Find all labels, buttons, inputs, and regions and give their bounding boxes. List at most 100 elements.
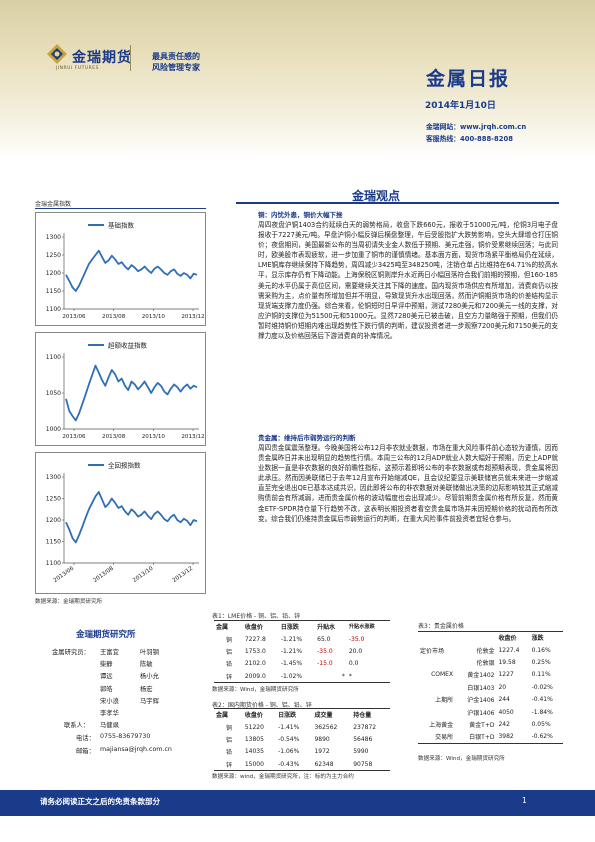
table-row: 上海黄金 黄金T+D 242 0.05% — [418, 718, 563, 730]
series-line — [65, 249, 198, 292]
table-cell: 0.11% — [531, 671, 551, 679]
table-row: 铅 14035 -1.06% 1972 5990 — [214, 746, 390, 758]
y-tick-label: 1050 — [46, 390, 61, 397]
phone-label: 电话： — [76, 735, 95, 742]
table-cell: 19.58 — [498, 658, 516, 666]
researcher-name: 杨小允 — [140, 673, 159, 681]
table-cell: 上期所 — [435, 697, 454, 705]
slogan-line1: 最具责任感的 — [152, 52, 200, 61]
table-cell: 237872 — [353, 723, 377, 731]
table-cell: -0.43% — [278, 760, 300, 768]
table-cell: 铅 — [226, 749, 233, 757]
table-cell: -1.21% — [280, 647, 303, 655]
table-lme-prices: 金属 收盘价 日涨跌 升贴水 升贴水涨跌 铜 7227.8 -1.21% 65.… — [214, 620, 390, 683]
researchers-label: 金属研究员： — [52, 649, 90, 656]
table-cell: 51220 — [244, 723, 264, 731]
x-tick-label: 2013/12 — [181, 434, 204, 440]
table-cell: 黄金1402 — [467, 672, 495, 680]
table-cell: 362562 — [314, 723, 338, 731]
table-cell: 9890 — [314, 735, 330, 743]
table-cell: 62348 — [314, 760, 334, 768]
table-cell: 铝 — [226, 648, 233, 656]
table-row: COMEX 黄金1402 1227 0.11% — [418, 669, 563, 681]
table-cell: 定价市场 — [420, 647, 445, 655]
table-header: 升贴水涨跌 — [348, 624, 375, 631]
x-tick-label: 2013/06 — [53, 565, 76, 583]
table-cell — [418, 656, 455, 668]
table-cell: 锌 — [226, 673, 233, 681]
report-title: 金属日报 — [426, 68, 511, 90]
table-cell: 1227.4 — [498, 646, 520, 654]
table-header-row: 收盘价 涨跌 — [418, 631, 563, 644]
table-cell: 4050 — [498, 708, 514, 716]
table-header: 金属 — [216, 624, 229, 632]
y-tick-label: 1100 — [46, 306, 61, 313]
table-cell: 2009.0 — [244, 672, 266, 680]
base-index-plot: 基础指数 1100 1150 1200 1250 1300 2013/06 2013/08 20… — [46, 221, 205, 321]
table-cell: 244 — [498, 696, 510, 704]
table-row: 定价市场 伦敦金 1227.4 0.16% — [418, 644, 563, 656]
table-row: 沪银1406 4050 -1.84% — [418, 706, 563, 718]
table-header-row: 金属 收盘价 日涨跌 成交量 持仓量 — [214, 708, 390, 721]
table-header: 收盘价 — [244, 712, 263, 720]
table-cell: -0.54% — [278, 735, 300, 743]
table-cell: 7227.8 — [244, 635, 266, 643]
series-line — [65, 491, 198, 544]
table-cell: 13805 — [244, 735, 264, 743]
x-tick-label: 2013/06 — [62, 314, 86, 320]
table-cell: -1.45% — [280, 660, 303, 668]
table-cell: -1.21% — [280, 635, 303, 643]
table-cell: 上海黄金 — [429, 721, 454, 729]
table-cell: 白银1403 — [467, 684, 495, 692]
copper-section: 铜：内忧外患，铜价大幅下挫 周四夜盘沪铜1403合约延续白天的弱势格局，收盘下跌… — [258, 209, 558, 341]
total-return-plot: 全回报指数 1100 1150 1200 1250 1300 2013/06 2013/08 2… — [46, 461, 199, 584]
table2-title: 表2：国内期货价格 - 铜、铝、铅、锌 — [212, 702, 312, 709]
table-row: 铝 1753.0 -1.21% -35.0 20.0 — [214, 645, 390, 657]
table-cell: COMEX — [431, 671, 454, 679]
y-tick-label: 1300 — [46, 234, 61, 241]
table1-title: 表1：LME价格 - 铜、铝、铅、锌 — [212, 613, 301, 620]
x-tick-label: 2013/06 — [62, 434, 86, 440]
researchers-left: 王富宜 柴静 谭远 郭皓 宋小浪 李孝华 — [100, 647, 119, 720]
x-tick-label: 2013/08 — [92, 565, 115, 583]
researchers-right: 叶羽钢 陈敏 杨小允 杨宏 马宇辉 — [140, 647, 159, 708]
x-tick-label: 2013/10 — [142, 434, 166, 440]
x-tick-label: 2013/12 — [181, 314, 204, 320]
table-row: 锌 2009.0 -1.02% * * — [214, 670, 390, 683]
table-cell: -15.0 — [317, 660, 333, 668]
gold-paragraph: 周四贵金属震荡整理。今晚美国将公布12月非农就业数据，市场在重大风险事件前心态较… — [258, 444, 558, 523]
logo-divider — [130, 45, 131, 71]
y-tick-label: 1100 — [46, 354, 61, 361]
table-cell: 0.0 — [348, 660, 359, 668]
table-cell: -1.02% — [280, 672, 303, 680]
x-tick-label: 2013/10 — [142, 314, 166, 320]
y-tick-label: 1250 — [46, 252, 61, 259]
table-cell: 伦敦银 — [476, 659, 495, 667]
index-section-rule — [35, 208, 206, 209]
section-title: 金瑞观点 — [352, 189, 401, 203]
x-tick-label: 2013/08 — [102, 314, 126, 320]
section-title-rule — [236, 202, 559, 204]
y-tick-label: 1000 — [46, 426, 61, 433]
contact-name: 马健飒 — [100, 722, 119, 729]
website-link[interactable]: 金瑞网站：www.jrqh.com.cn — [426, 123, 527, 131]
table-cell: 铜 — [226, 724, 233, 732]
table-cell: 3982 — [498, 733, 514, 741]
table-header-row: 金属 收盘价 日涨跌 升贴水 升贴水涨跌 — [214, 620, 390, 633]
table1-source: 数据来源：Wind，金瑞期货研究所 — [212, 687, 299, 693]
table-header: 涨跌 — [531, 635, 544, 643]
table-cell: 1972 — [314, 748, 330, 756]
researcher-name: 杨宏 — [140, 685, 153, 693]
table-row: 交易所 白银T+D 3982 -0.62% — [418, 731, 563, 744]
table-cell: -1.84% — [531, 708, 553, 716]
email-address[interactable]: majiansa@jrqh.com.cn — [100, 746, 172, 753]
legend-label: 超额收益指数 — [108, 341, 148, 350]
hotline: 客服热线：400-888-8208 — [426, 135, 513, 143]
table-precious-metals: 收盘价 涨跌 定价市场 伦敦金 1227.4 0.16% 伦敦银 19.58 0… — [418, 631, 563, 744]
x-tick-label: 2013/10 — [132, 565, 155, 583]
table3-source: 数据来源：Wind，金瑞期货研究所 — [418, 756, 505, 762]
table-cell: 2102.0 — [244, 660, 266, 668]
table-cell: 1227 — [498, 671, 514, 679]
y-tick-label: 1250 — [46, 496, 61, 503]
table-cell: -1.06% — [278, 748, 300, 756]
